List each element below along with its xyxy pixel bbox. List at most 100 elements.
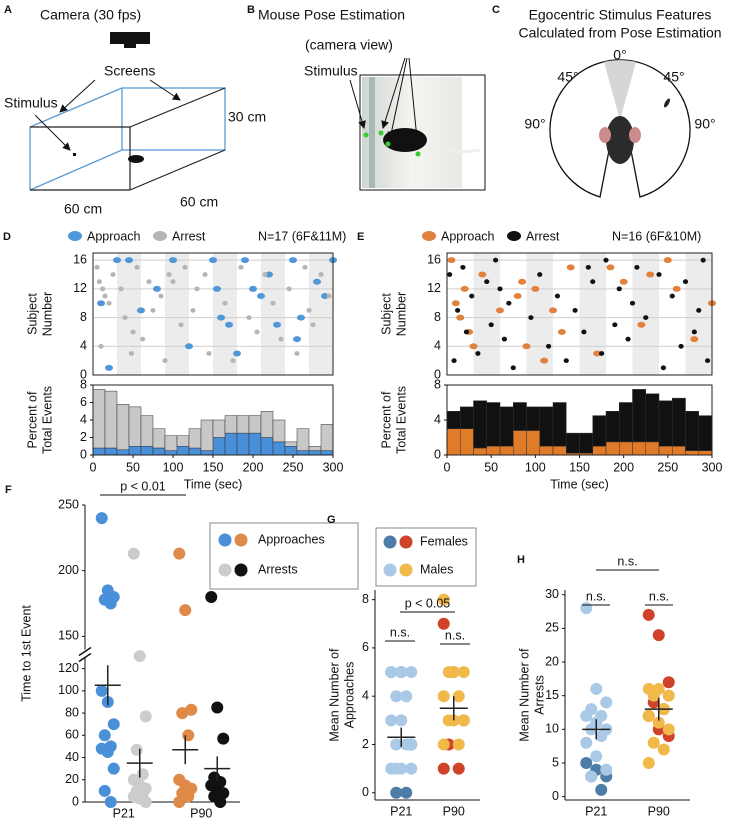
legend-label: Males <box>420 562 453 576</box>
y-tick-label: 0 <box>552 789 559 803</box>
panel-c: C Egocentric Stimulus Features Calculate… <box>492 4 722 198</box>
shaded-interval <box>213 253 237 375</box>
histogram-bar <box>552 446 567 456</box>
x-tick-label: 300 <box>702 460 723 474</box>
histogram-bar <box>164 435 178 451</box>
event-dot <box>557 328 566 335</box>
y-tick-label: 4 <box>434 339 441 353</box>
histogram-bar <box>499 446 514 456</box>
mouse <box>383 128 427 152</box>
event-dot <box>233 350 241 357</box>
event-dot <box>217 314 225 321</box>
x-tick-label: P90 <box>190 806 212 820</box>
histogram-bar <box>446 411 461 429</box>
x-tick-label: 0 <box>444 460 451 474</box>
shaded-interval <box>261 253 285 375</box>
screen-edge <box>369 77 375 188</box>
x-tick-label: P21 <box>585 804 607 818</box>
y-tick-label: 80 <box>65 705 79 719</box>
shaded-interval <box>117 253 141 375</box>
angle-label: 90° <box>694 116 715 132</box>
stimulus-dot <box>73 153 76 156</box>
y-tick-label: 12 <box>427 281 441 295</box>
histogram-bar <box>592 415 607 447</box>
event-dot <box>254 329 260 335</box>
histogram-bar <box>176 435 190 447</box>
x-axis-label: Time (sec) <box>550 477 609 491</box>
y-tick-label: 8 <box>434 377 441 391</box>
data-dot <box>647 736 660 749</box>
histogram-bar <box>539 446 554 456</box>
data-dot <box>600 696 613 709</box>
mouse-body <box>606 116 634 164</box>
data-dot <box>442 666 455 679</box>
y-tick-label: 200 <box>58 563 79 577</box>
data-dot <box>580 736 593 749</box>
histogram-bar <box>308 446 322 451</box>
y-axis-label: Mean Number of <box>517 648 531 742</box>
y-axis-label: Percent of <box>379 391 393 449</box>
y-tick-label: 8 <box>80 310 87 324</box>
event-dot <box>528 315 534 320</box>
event-dot <box>310 322 316 328</box>
event-dot <box>202 272 208 277</box>
event-dot <box>549 307 557 314</box>
tail <box>425 143 481 154</box>
panel-a: A Camera (30 fps) Screens Stimulus 30 cm… <box>4 4 266 217</box>
event-dot <box>293 336 301 343</box>
event-dot <box>593 350 602 357</box>
histogram-bar <box>473 400 487 449</box>
histogram-bar <box>645 441 660 456</box>
event-dot <box>194 286 200 292</box>
histogram-bar <box>200 419 214 451</box>
event-dot <box>118 286 124 292</box>
data-dot <box>437 762 450 775</box>
angle-label: 90° <box>524 116 545 132</box>
histogram-bar <box>308 450 322 456</box>
histogram-bar <box>552 402 567 447</box>
event-dot <box>297 314 305 321</box>
event-dot <box>469 343 478 350</box>
arrow <box>387 57 408 140</box>
y-axis-label: Number <box>394 292 408 336</box>
histogram-bar <box>486 402 501 447</box>
data-dot <box>211 701 224 714</box>
data-dot <box>437 617 450 630</box>
data-dot <box>590 750 603 763</box>
legend-swatch <box>153 231 167 241</box>
data-dot <box>400 786 413 799</box>
y-tick-label: 4 <box>362 689 369 703</box>
plot-frame <box>446 252 713 376</box>
arena-box <box>29 87 226 191</box>
data-dot <box>452 762 465 775</box>
legend-swatch <box>218 563 232 577</box>
y-axis-label: Total Events <box>40 386 54 454</box>
event-dot <box>696 308 702 313</box>
event-dot <box>513 293 522 300</box>
shaded-interval <box>632 253 659 375</box>
y-axis-label: Number <box>40 292 54 336</box>
histogram-bar <box>460 428 474 456</box>
stimulus <box>663 98 671 108</box>
event-dot <box>537 272 543 277</box>
event-dot <box>669 293 675 299</box>
data-dot <box>580 709 593 722</box>
event-dot <box>96 279 102 285</box>
histogram-bar <box>188 447 202 456</box>
panel-letter: G <box>327 514 336 526</box>
x-tick-label: P90 <box>443 804 465 818</box>
legend-swatch <box>383 535 397 549</box>
data-dot <box>457 714 470 727</box>
histogram-bar <box>248 415 262 434</box>
y-tick-label: 100 <box>58 683 79 697</box>
event-dot <box>496 307 504 314</box>
keypoint <box>378 130 384 136</box>
y-tick-label: 12 <box>73 281 87 295</box>
histogram-bar <box>605 411 620 443</box>
histogram-bar <box>284 446 298 456</box>
y-tick-label: 4 <box>80 412 87 426</box>
event-dot <box>616 286 622 292</box>
histogram-bar <box>128 406 142 447</box>
data-dot <box>205 590 218 603</box>
legend-box <box>209 522 359 590</box>
